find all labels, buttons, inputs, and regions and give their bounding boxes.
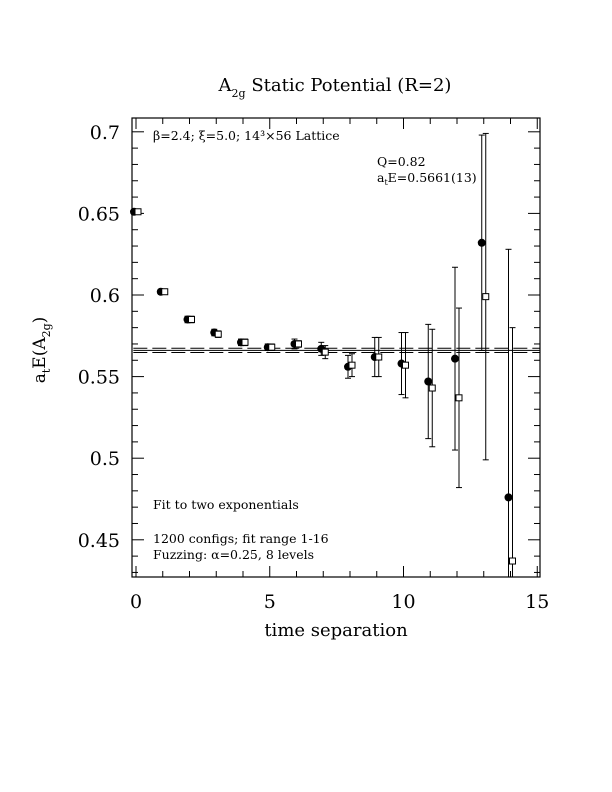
- q-annotation: Q=0.82: [377, 154, 426, 169]
- data-point-circle: [451, 354, 459, 363]
- y-tick-label: 0.45: [78, 530, 120, 552]
- x-tick-label: 5: [264, 591, 276, 613]
- fuzzing-annotation: Fuzzing: α=0.25, 8 levels: [153, 547, 314, 562]
- data-point-circle: [424, 377, 433, 386]
- y-tick-label: 0.7: [90, 122, 120, 144]
- fit-annotation: Fit to two exponentials: [153, 497, 299, 512]
- x-tick-label: 0: [130, 591, 142, 613]
- y-tick-label: 0.65: [78, 203, 120, 225]
- data-point-square: [214, 330, 222, 338]
- ate-annotation: atE=0.5661(13): [377, 170, 477, 187]
- data-point-square: [295, 340, 302, 348]
- data-point-square: [509, 557, 516, 565]
- configs-annotation: 1200 configs; fit range 1-16: [153, 531, 329, 546]
- data-point-square: [134, 208, 142, 216]
- y-tick-label: 0.55: [78, 367, 120, 389]
- fit-band: [133, 347, 540, 353]
- data-point-square: [482, 293, 490, 301]
- plot-frame: [131, 117, 541, 578]
- data-point-square: [428, 384, 436, 392]
- data-points: [130, 132, 516, 577]
- data-point-square: [348, 361, 356, 369]
- y-tick-label: 0.6: [90, 285, 120, 307]
- lattice-annotation: β=2.4; ξ=5.0; 14³×56 Lattice: [153, 128, 340, 143]
- y-tick-label: 0.5: [90, 448, 120, 470]
- data-point-square: [375, 353, 383, 361]
- data-point-square: [402, 361, 409, 369]
- data-point-square: [161, 288, 169, 296]
- axes-layer: 0 5 10 15 0.45 0.5 0.55 0.6 0.65 0.7: [78, 118, 549, 613]
- data-point-square: [188, 315, 195, 323]
- chart-title: A2g Static Potential (R=2): [218, 75, 452, 100]
- data-point-circle: [504, 493, 513, 502]
- y-axis-label: atE(A2g): [30, 317, 53, 384]
- x-tick-label: 10: [391, 591, 415, 613]
- x-axis-label: time separation: [264, 620, 408, 641]
- data-point-square: [321, 348, 329, 356]
- data-point-square: [241, 338, 249, 346]
- x-tick-label: 15: [525, 591, 549, 613]
- data-point-square: [455, 394, 463, 402]
- data-point-square: [268, 343, 276, 351]
- data-point-circle: [477, 238, 486, 247]
